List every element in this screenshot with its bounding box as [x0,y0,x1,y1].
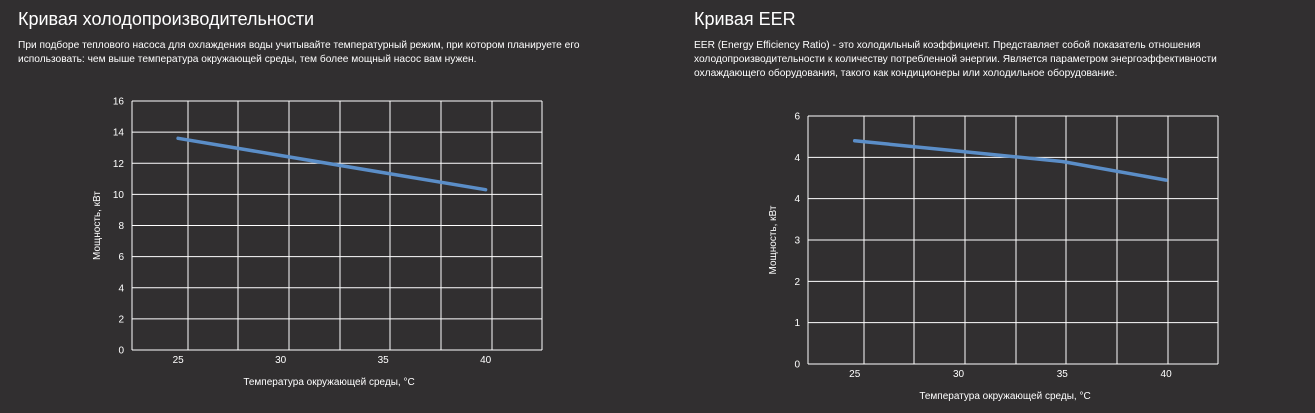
x-tick-label: 40 [480,355,492,366]
x-tick-label: 25 [849,369,861,380]
cooling-capacity-title: Кривая холодопроизводительности [18,9,315,29]
eer-title: Кривая EER [694,9,796,29]
y-tick-label: 6 [794,112,800,123]
y-tick-label: 12 [113,159,125,170]
x-tick-label: 35 [1057,369,1069,380]
x-axis-label: Температура окружающей среды, °C [243,377,414,388]
y-tick-label: 3 [794,236,800,247]
y-tick-label: 4 [794,153,800,164]
eer-description: EER (Energy Efficiency Ratio) - это холо… [694,40,1217,79]
y-tick-label: 1 [794,318,800,329]
y-tick-label: 4 [794,194,800,205]
cooling-capacity-description: При подборе теплового насоса для охлажде… [18,40,580,65]
x-tick-label: 35 [378,355,390,366]
y-axis-label: Мощность, кВт [768,205,779,274]
series-line [852,139,1168,182]
gridlines [131,100,543,351]
y-tick-label: 14 [113,128,125,139]
y-tick-label: 2 [118,314,124,325]
y-tick-label: 2 [794,277,800,288]
x-tick-label: 25 [173,355,185,366]
x-axis-label: Температура окружающей среды, °C [919,391,1090,402]
series-line [176,136,488,192]
x-tick-label: 40 [1161,369,1173,380]
y-tick-label: 6 [118,252,124,263]
x-tick-label: 30 [275,355,287,366]
y-tick-label: 0 [118,346,124,357]
y-tick-label: 16 [113,97,125,108]
y-tick-label: 8 [118,221,124,232]
y-tick-label: 10 [113,190,125,201]
y-tick-label: 4 [118,283,124,294]
gridlines [807,115,1219,365]
x-tick-label: 30 [953,369,965,380]
y-tick-label: 0 [794,360,800,371]
y-axis-label: Мощность, кВт [92,191,103,260]
